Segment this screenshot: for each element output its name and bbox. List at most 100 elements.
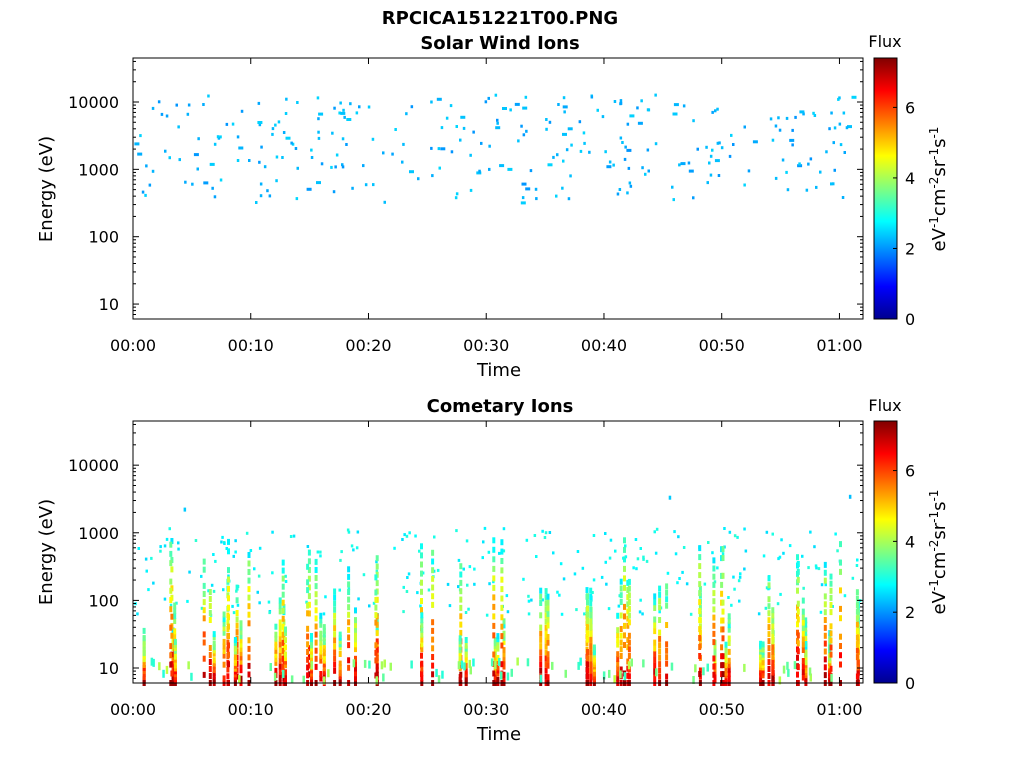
flux-cell — [142, 647, 146, 654]
flux-cell — [586, 630, 589, 637]
flux-cell — [706, 181, 709, 185]
flux-cell — [658, 604, 662, 611]
flux-cell — [420, 617, 424, 624]
flux-cell — [829, 630, 833, 637]
flux-cell — [463, 662, 466, 671]
flux-cell — [322, 657, 326, 664]
flux-cell — [496, 639, 500, 646]
flux-cell — [767, 603, 771, 610]
y-ticks-cometary: 10 100 1000 10000 — [68, 423, 863, 684]
flux-cell — [169, 597, 173, 603]
flux-cell — [431, 575, 435, 582]
flux-cell — [698, 581, 702, 588]
flux-cell — [459, 138, 462, 142]
flux-cell — [459, 629, 463, 636]
flux-cell — [282, 619, 286, 626]
flux-cell — [658, 585, 662, 592]
flux-cell — [226, 619, 230, 626]
flux-cell — [319, 648, 323, 655]
flux-cell — [322, 650, 326, 657]
flux-cell — [177, 547, 180, 551]
flux-cell — [355, 546, 359, 550]
flux-cell — [565, 148, 569, 152]
flux-cell — [310, 670, 313, 677]
flux-cell — [247, 569, 251, 575]
flux-cell — [668, 495, 672, 500]
flux-cell — [464, 662, 468, 669]
flux-cell — [829, 651, 833, 658]
y-tick-label: 100 — [88, 228, 119, 247]
flux-cell — [169, 550, 173, 557]
flux-cell — [227, 538, 230, 545]
flux-cell — [235, 673, 239, 680]
flux-cell — [678, 577, 681, 580]
flux-cell — [626, 587, 630, 593]
flux-cell — [263, 165, 267, 169]
flux-cell — [855, 602, 859, 609]
flux-cell — [212, 676, 216, 683]
flux-cell — [338, 651, 342, 657]
flux-cell — [801, 630, 805, 637]
flux-cell — [832, 182, 835, 186]
flux-cell — [500, 595, 504, 602]
flux-cell — [589, 612, 593, 619]
flux-cell — [271, 530, 274, 534]
flux-cell — [544, 600, 548, 607]
flux-cell — [721, 608, 725, 615]
flux-cell — [837, 97, 840, 101]
flux-cell — [333, 600, 337, 607]
flux-cell — [274, 651, 278, 658]
flux-cell — [713, 580, 717, 584]
flux-cell — [801, 669, 805, 675]
flux-cell — [234, 539, 237, 543]
flux-cell — [807, 162, 810, 166]
flux-cell — [307, 653, 311, 660]
plot-area-solar-wind — [134, 93, 857, 205]
flux-cell — [260, 145, 263, 149]
flux-cell — [579, 657, 582, 666]
flux-cell — [658, 617, 662, 623]
flux-cell — [708, 161, 711, 165]
flux-cell — [375, 560, 378, 564]
flux-cell — [278, 647, 282, 653]
flux-cell — [177, 541, 180, 545]
flux-cell — [626, 615, 630, 622]
flux-cell — [681, 570, 684, 574]
flux-cell — [721, 626, 725, 633]
flux-cell — [356, 530, 360, 534]
flux-cell — [492, 603, 496, 610]
flux-cell — [278, 597, 282, 604]
flux-cell — [804, 641, 808, 647]
flux-cell — [314, 655, 318, 662]
flux-cell — [737, 579, 741, 583]
colorbar-cometary: Flux 0 2 4 6 eV-1cm-2sr-1s-1 — [868, 396, 950, 693]
flux-cell — [341, 163, 344, 167]
flux-cell — [653, 674, 657, 681]
flux-cell — [186, 599, 189, 603]
flux-cell — [712, 598, 716, 605]
flux-cell — [586, 611, 589, 618]
flux-cell — [235, 589, 238, 593]
flux-cell — [222, 652, 226, 659]
flux-cell — [253, 567, 256, 571]
flux-cell — [698, 629, 702, 636]
flux-cell — [500, 671, 503, 680]
colorbar-tick-label: 2 — [905, 603, 915, 622]
flux-cell — [177, 125, 180, 129]
flux-cell — [144, 557, 148, 561]
flux-cell — [674, 552, 678, 556]
flux-cell — [786, 188, 790, 192]
flux-cell — [462, 126, 466, 130]
flux-cell — [627, 592, 631, 599]
flux-cell — [546, 599, 550, 606]
flux-cell — [222, 675, 226, 682]
flux-cell — [492, 632, 496, 639]
flux-cell — [221, 535, 224, 539]
flux-cell — [227, 661, 230, 668]
flux-cell — [492, 661, 496, 667]
flux-cell — [431, 593, 435, 600]
flux-cell — [333, 661, 337, 668]
flux-cell — [310, 654, 313, 661]
flux-cell — [375, 638, 379, 645]
flux-cell — [239, 658, 243, 665]
